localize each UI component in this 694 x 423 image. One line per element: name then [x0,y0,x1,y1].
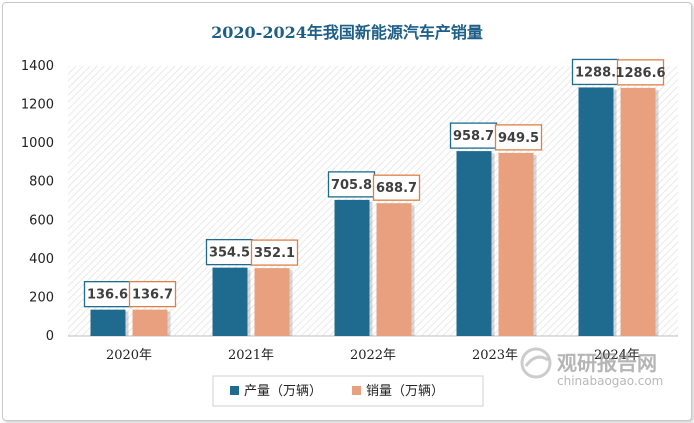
y-tick-label: 800 [29,175,54,190]
x-axis: 2020年 2021年 2022年 2023年 2024年 [106,348,640,363]
x-tick-label: 2024年 [594,348,640,363]
bar-production [90,309,126,336]
bar-sales [620,87,656,337]
y-tick-label: 400 [29,252,54,267]
bars-group [90,87,659,337]
data-label-box-production [327,171,376,198]
bar-sales [376,203,412,336]
bar-production [456,151,492,336]
y-tick-label: 0 [46,329,54,344]
data-label-production: 1288. [575,65,616,80]
data-label-box-production [571,58,620,86]
data-label-box-sales [128,280,177,308]
y-tick-label: 200 [29,290,54,305]
data-label-box-production [205,238,254,266]
data-label-box-sales [616,59,665,86]
legend-box [212,375,484,407]
x-tick-label: 2020年 [106,348,152,363]
watermark-logo-icon [520,347,552,379]
watermark: 观研报告网 chinabaogao.com [520,347,663,388]
data-labels-group: 136.6 136.7 354.5 352.1 705.8 688.7 958.7 949.5… [83,58,666,308]
data-label-production: 354.5 [209,246,250,261]
chart-title: 2020-2024年我国新能源汽车产销量 [211,23,483,42]
bar-sales [498,152,534,336]
watermark-text-cn: 观研报告网 [557,351,657,375]
y-axis: 0 200 400 600 800 1000 1200 1400 [21,59,678,344]
y-tick-label: 600 [29,213,54,228]
data-label-sales: 949.5 [498,131,539,146]
data-label-production: 705.8 [331,178,372,193]
y-tick-label: 1000 [21,136,54,151]
legend-swatch-sales [352,386,361,395]
y-tick-label: 1400 [21,59,54,74]
data-label-sales: 1286.6 [615,66,665,81]
x-tick-label: 2021年 [228,348,274,363]
data-label-sales: 688.7 [376,181,417,196]
data-label-box-production [449,122,498,149]
legend: 产量（万辆） 销量（万辆） [212,375,484,407]
bar-sales [254,268,290,336]
bar-production [212,267,248,336]
data-label-box-production [83,281,132,308]
x-tick-label: 2023年 [472,348,518,363]
y-tick-label: 1200 [21,98,54,113]
data-label-production: 958.7 [453,129,494,144]
data-label-box-sales [250,239,299,266]
watermark-text-en: chinabaogao.com [557,374,663,388]
legend-label-production: 产量（万辆） [244,384,322,399]
bar-sales [132,309,168,336]
data-label-sales: 136.7 [132,288,173,303]
bar-production [334,199,370,336]
data-label-box-sales [372,174,421,201]
x-tick-label: 2022年 [350,348,396,363]
data-label-production: 136.6 [87,288,128,303]
legend-label-sales: 销量（万辆） [366,384,444,399]
data-label-sales: 352.1 [254,246,295,261]
bar-production [578,87,614,337]
legend-swatch-production [230,386,239,395]
data-label-box-sales [494,124,543,151]
